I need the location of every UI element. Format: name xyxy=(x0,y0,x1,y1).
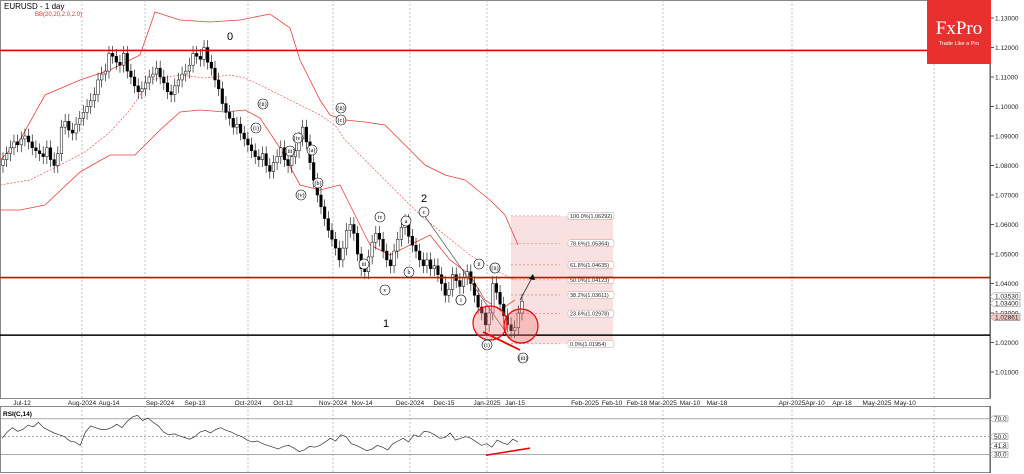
svg-text:Aug-14: Aug-14 xyxy=(99,400,120,407)
svg-text:2: 2 xyxy=(421,193,427,205)
logo-tagline: Trade Like a Pro xyxy=(938,41,980,47)
svg-text:1.06000: 1.06000 xyxy=(995,222,1019,229)
chart-title: EURUSD - 1 day xyxy=(4,2,65,11)
svg-text:1.12000: 1.12000 xyxy=(995,45,1019,52)
svg-text:1.08000: 1.08000 xyxy=(995,163,1019,170)
svg-text:1.01000: 1.01000 xyxy=(995,370,1019,377)
svg-text:Sep-13: Sep-13 xyxy=(185,400,206,407)
svg-text:38.2%(1.03611): 38.2%(1.03611) xyxy=(570,293,609,299)
svg-text:(i): (i) xyxy=(484,342,490,349)
svg-text:iv: iv xyxy=(378,215,383,221)
rsi-divergence-line xyxy=(485,447,531,457)
svg-text:1.03530: 1.03530 xyxy=(995,294,1019,301)
time-axis: Jul-12 Aug-2024 Aug-14 Sep-2024 Sep-13 Oct-20… xyxy=(13,400,916,407)
svg-text:Feb-18: Feb-18 xyxy=(627,400,648,407)
svg-text:Jan-15: Jan-15 xyxy=(505,400,525,407)
svg-text:May-2025: May-2025 xyxy=(863,400,892,407)
bollinger-lower xyxy=(0,109,516,311)
svg-text:1.09000: 1.09000 xyxy=(995,134,1019,141)
svg-text:(v): (v) xyxy=(298,192,305,199)
svg-text:Mar-10: Mar-10 xyxy=(680,400,701,407)
svg-text:41.8: 41.8 xyxy=(994,443,1007,450)
svg-text:78.6%(1.05364): 78.6%(1.05364) xyxy=(570,241,609,247)
svg-text:(ii): (ii) xyxy=(337,105,344,112)
svg-text:(iv): (iv) xyxy=(294,135,303,142)
svg-text:a: a xyxy=(405,219,408,225)
highlight-circle-2 xyxy=(503,308,539,344)
projection-arrow xyxy=(519,275,534,301)
svg-text:b: b xyxy=(408,270,411,276)
svg-text:1.10000: 1.10000 xyxy=(995,104,1019,111)
svg-text:Mar-2025: Mar-2025 xyxy=(649,400,677,407)
svg-text:Jan-2025: Jan-2025 xyxy=(473,400,500,407)
candlesticks xyxy=(1,40,524,339)
svg-text:(ii): (ii) xyxy=(491,265,498,272)
svg-text:61.8%(1.04635): 61.8%(1.04635) xyxy=(570,263,609,269)
svg-text:Sep-2024: Sep-2024 xyxy=(146,400,175,407)
svg-text:50.0%(1.04123): 50.0%(1.04123) xyxy=(570,278,609,284)
svg-text:Mar-18: Mar-18 xyxy=(707,400,728,407)
svg-text:May-10: May-10 xyxy=(894,400,916,407)
price-axis: 1.13000 1.12000 1.11000 1.10000 1.09000 1.080… xyxy=(989,0,1019,398)
svg-text:1: 1 xyxy=(383,318,389,330)
svg-text:Apr-2025: Apr-2025 xyxy=(779,400,806,407)
svg-text:0: 0 xyxy=(227,31,233,43)
svg-text:1.02000: 1.02000 xyxy=(995,340,1019,347)
bollinger-upper xyxy=(0,11,519,246)
svg-text:(a): (a) xyxy=(309,147,316,154)
svg-text:(b): (b) xyxy=(315,180,322,187)
svg-text:Feb-2025: Feb-2025 xyxy=(571,400,599,407)
svg-text:Oct-2024: Oct-2024 xyxy=(235,400,262,407)
svg-text:1.13000: 1.13000 xyxy=(995,16,1019,23)
svg-text:30.0: 30.0 xyxy=(994,451,1007,458)
svg-text:1.07000: 1.07000 xyxy=(995,193,1019,200)
svg-text:Apr-10: Apr-10 xyxy=(805,400,825,407)
svg-text:Feb-10: Feb-10 xyxy=(602,400,623,407)
rsi-label: RSI(C,14) xyxy=(3,411,32,418)
fibonacci-retracement[interactable]: 100.0%(1.06292) 78.6%(1.05364) 61.8%(1.046… xyxy=(511,212,615,348)
svg-text:(iii): (iii) xyxy=(519,355,528,362)
svg-text:(i): (i) xyxy=(253,125,259,132)
trend-line[interactable] xyxy=(423,214,511,339)
svg-text:Dec-2024: Dec-2024 xyxy=(396,400,425,407)
svg-text:70.0: 70.0 xyxy=(994,416,1007,423)
svg-text:v: v xyxy=(384,288,387,294)
svg-text:i: i xyxy=(460,298,462,304)
svg-text:1.02861: 1.02861 xyxy=(995,314,1019,321)
svg-text:(ii): (ii) xyxy=(259,101,266,108)
svg-text:(c): (c) xyxy=(338,117,345,124)
svg-text:100.0%(1.06292): 100.0%(1.06292) xyxy=(570,214,612,220)
svg-text:0.0%(1.01954): 0.0%(1.01954) xyxy=(570,342,606,348)
svg-text:50.0: 50.0 xyxy=(994,434,1007,441)
svg-text:Aug-2024: Aug-2024 xyxy=(68,400,97,407)
svg-text:c: c xyxy=(423,210,426,216)
svg-text:1.03400: 1.03400 xyxy=(995,301,1019,308)
svg-text:1.05000: 1.05000 xyxy=(995,252,1019,259)
fxpro-logo: FxPro Trade Like a Pro xyxy=(927,0,991,64)
bollinger-label: BB(20,20,2.0,2.0) xyxy=(35,12,83,18)
rsi-pane-frame xyxy=(0,406,991,473)
svg-text:Jul-12: Jul-12 xyxy=(13,400,31,407)
svg-text:Nov-14: Nov-14 xyxy=(352,400,373,407)
bollinger-middle xyxy=(0,74,516,281)
svg-text:Dec-15: Dec-15 xyxy=(434,400,455,407)
svg-text:Apr-18: Apr-18 xyxy=(832,400,852,407)
highlight-circle-1 xyxy=(472,305,508,341)
svg-text:ii: ii xyxy=(477,262,481,268)
svg-text:iii: iii xyxy=(361,262,366,268)
svg-text:Oct-12: Oct-12 xyxy=(273,400,293,407)
rsi-pane: 70.0 50.0 41.830.0 xyxy=(0,406,1009,473)
svg-text:1.11000: 1.11000 xyxy=(995,75,1018,82)
elliott-wave-labels: 0(ii)(i)(iii)(iv)(v)(a)(b)(c)(ii)iiiiivv… xyxy=(227,31,529,364)
svg-text:Nov-2024: Nov-2024 xyxy=(319,400,348,407)
logo-brand: FxPro xyxy=(935,18,983,39)
svg-text:1.04000: 1.04000 xyxy=(995,281,1019,288)
svg-text:23.6%(1.02978): 23.6%(1.02978) xyxy=(570,312,609,318)
svg-text:(iii): (iii) xyxy=(286,148,295,155)
